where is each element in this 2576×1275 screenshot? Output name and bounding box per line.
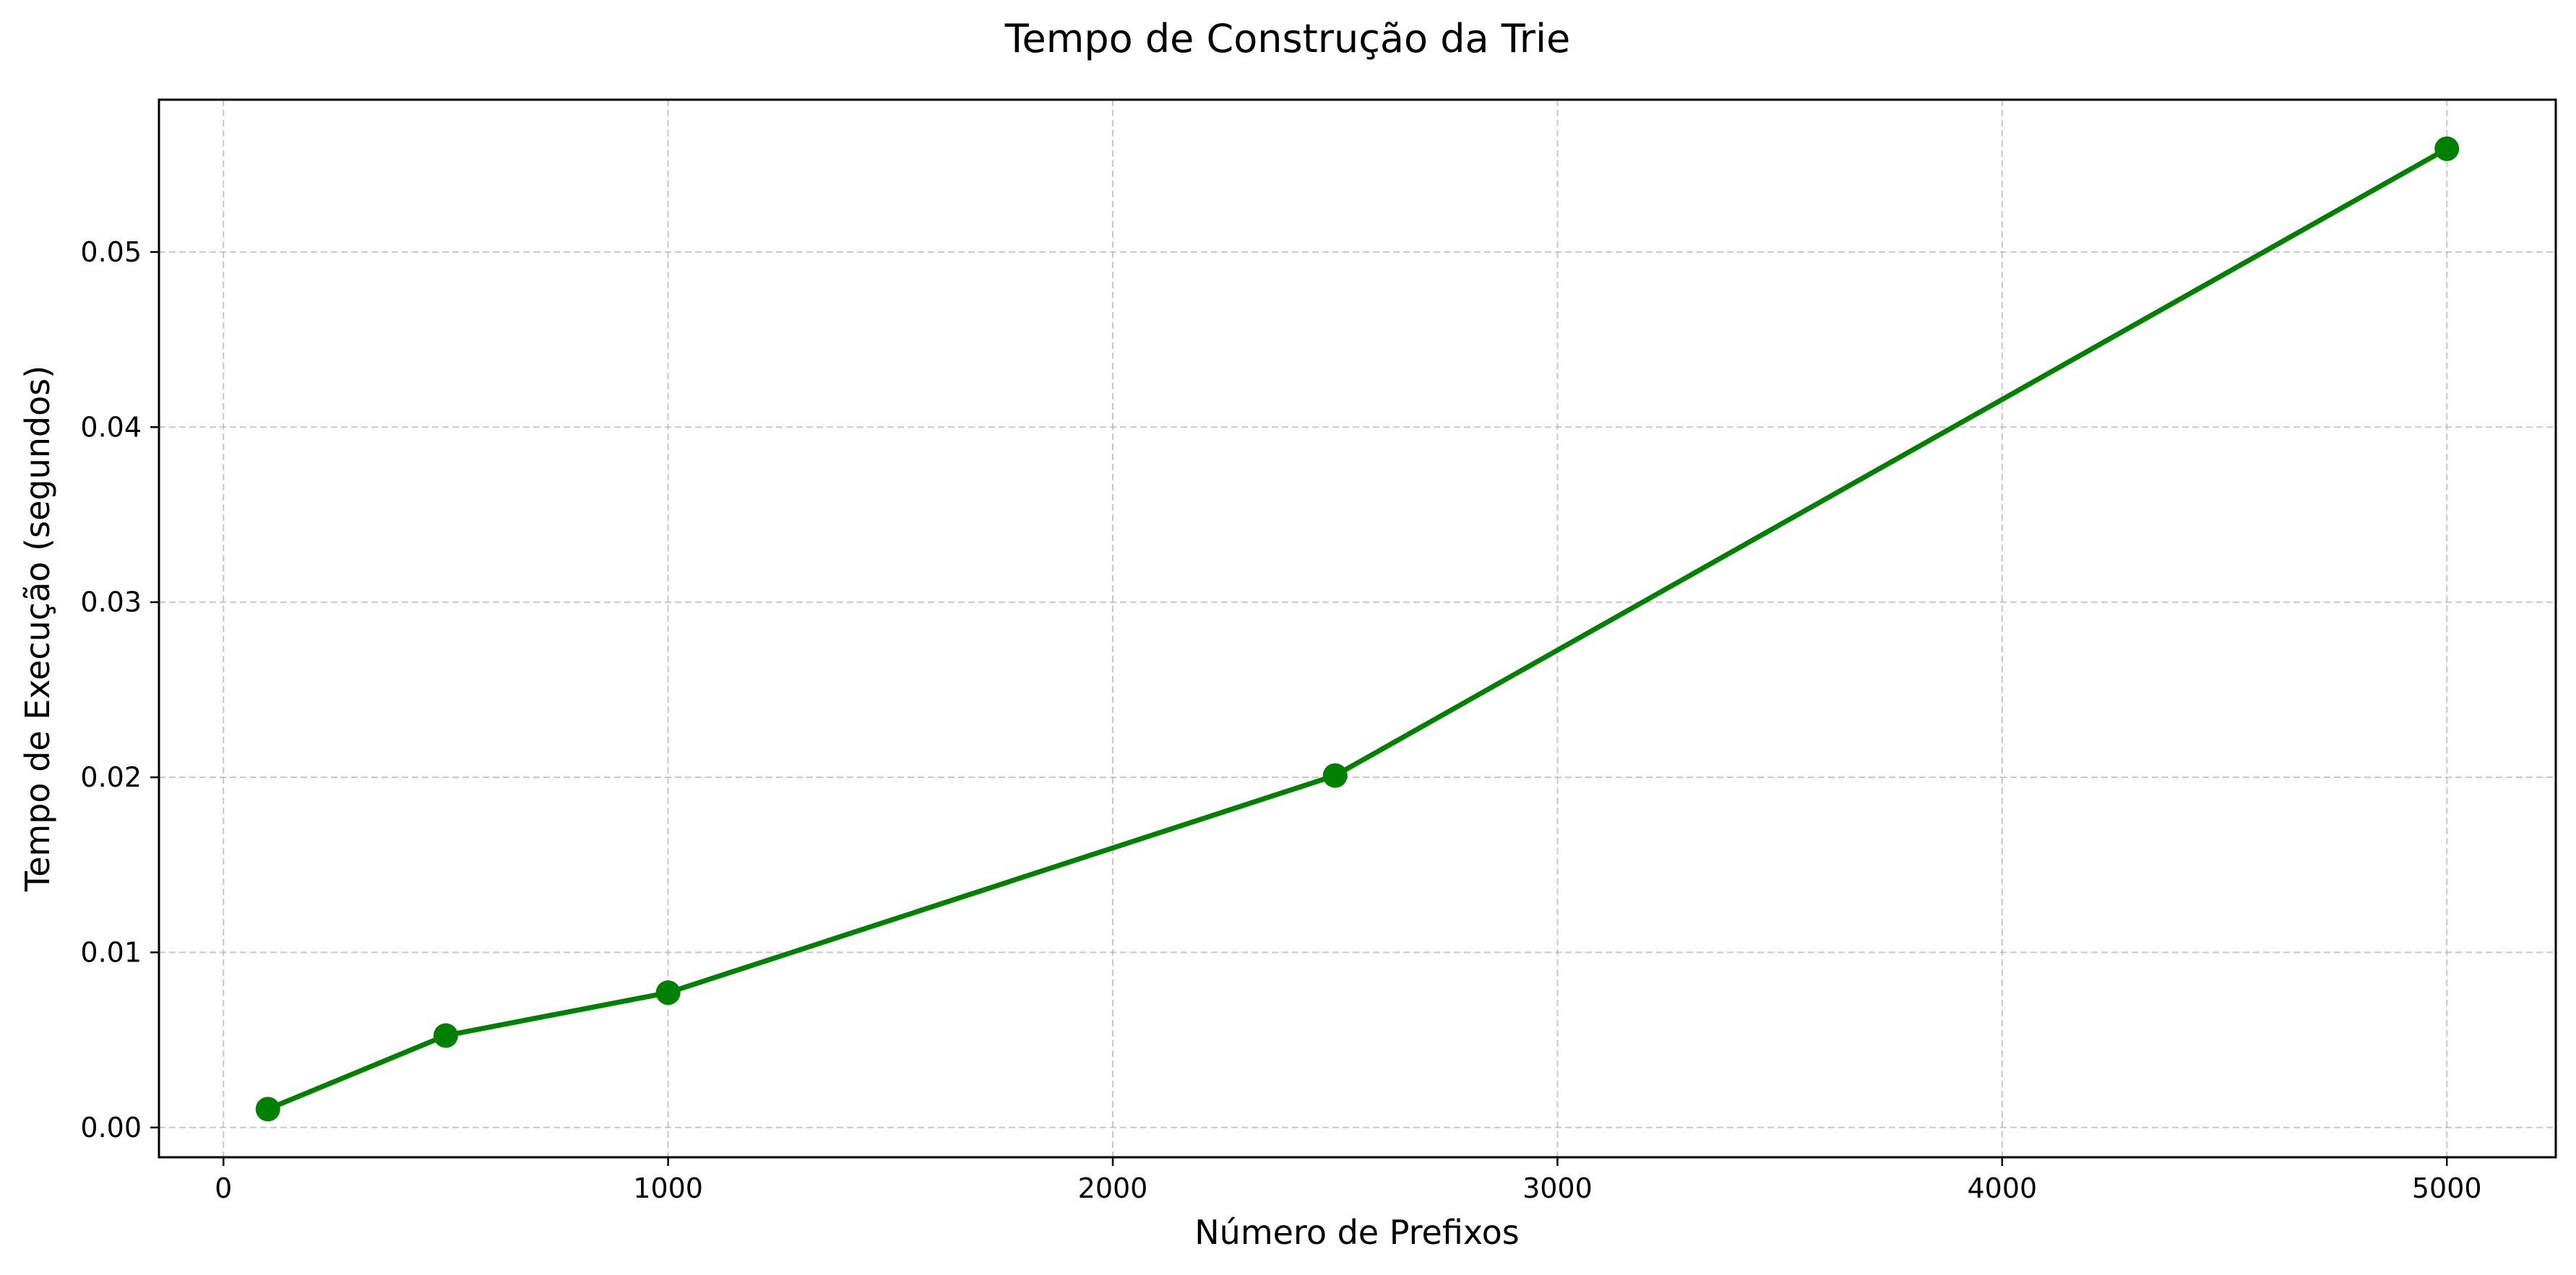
y-tick-label: 0.00 — [80, 1112, 142, 1144]
y-tick-label: 0.03 — [80, 587, 142, 618]
y-tick-label: 0.05 — [80, 236, 142, 268]
x-tick-label: 2000 — [1078, 1172, 1148, 1204]
x-tick-label: 1000 — [633, 1172, 703, 1204]
x-tick-label: 0 — [215, 1172, 232, 1204]
data-point — [433, 1023, 458, 1048]
y-tick-label: 0.02 — [80, 761, 142, 793]
y-tick-label: 0.01 — [80, 936, 142, 968]
x-axis-label: Número de Prefixos — [1194, 1213, 1520, 1252]
data-point — [655, 980, 681, 1006]
gridlines — [159, 100, 2556, 1157]
data-point — [255, 1097, 280, 1122]
y-tick-label: 0.04 — [80, 411, 142, 443]
y-ticks: 0.00 0.01 0.02 0.03 0.04 0.05 — [80, 236, 159, 1144]
y-axis-label: Tempo de Execução (segundos) — [18, 366, 57, 892]
x-tick-label: 4000 — [1967, 1172, 2037, 1204]
data-point — [2434, 136, 2460, 161]
series-marker-group — [255, 136, 2460, 1122]
x-tick-label: 3000 — [1522, 1172, 1593, 1204]
x-ticks: 0 1000 2000 3000 4000 5000 — [215, 1157, 2482, 1204]
x-tick-label: 5000 — [2412, 1172, 2482, 1204]
chart-title: Tempo de Construção da Trie — [1004, 16, 1570, 61]
plot-frame — [158, 98, 2557, 1159]
data-point — [1322, 763, 1348, 788]
